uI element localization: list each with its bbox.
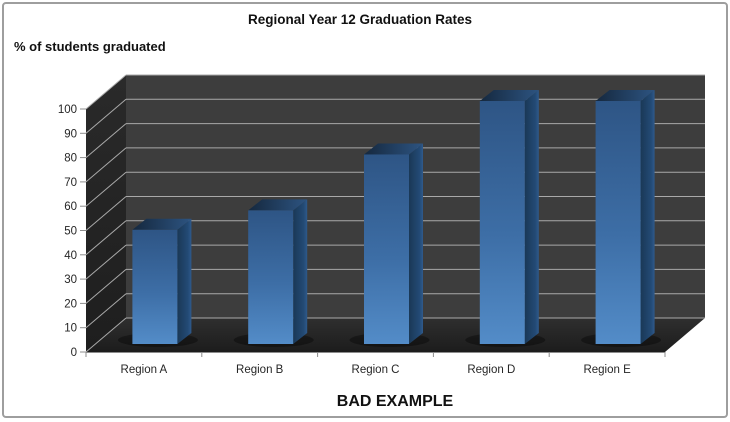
y-axis-tick-label: 30 xyxy=(64,274,77,286)
bar-region-e-side-face xyxy=(640,90,655,344)
bar-region-b-side-face xyxy=(293,199,308,344)
x-axis-category-label: Region B xyxy=(236,364,284,376)
side-gridline xyxy=(85,269,127,304)
side-gridline xyxy=(85,123,127,158)
plot-area: 0 10 20 30 40 50 60 70 80 90 100 Region A Region B Re… xyxy=(58,74,705,376)
y-axis-tick-label: 50 xyxy=(64,226,77,238)
footer-label: BAD EXAMPLE xyxy=(337,393,454,410)
bar-region-c-side-face xyxy=(409,143,423,344)
side-gridline xyxy=(85,196,127,231)
bar-region-d-side-face xyxy=(524,90,539,344)
bar-region-d-front-face xyxy=(479,101,525,344)
y-axis-tick-label: 40 xyxy=(64,250,77,262)
side-gridline xyxy=(85,317,127,353)
bar-region-b-top-face xyxy=(248,199,308,211)
y-axis-title: % of students graduated xyxy=(14,39,166,54)
side-gridline xyxy=(85,220,127,256)
bar-region-d-top-face xyxy=(479,90,539,101)
bar-region-b-front-face xyxy=(248,210,294,344)
side-gridline xyxy=(85,147,127,183)
y-axis-tick-label: 100 xyxy=(58,104,77,116)
side-gridline xyxy=(85,171,127,207)
x-axis-category-label: Region E xyxy=(583,364,631,376)
y-axis-tick-label: 90 xyxy=(64,128,77,140)
y-axis-tick-label: 10 xyxy=(64,323,77,335)
bar-region-c-front-face xyxy=(364,154,409,344)
x-axis-category-label: Region A xyxy=(121,364,168,376)
side-gridline xyxy=(85,293,127,329)
side-gridline xyxy=(85,98,127,134)
y-axis-tick-label: 70 xyxy=(64,177,77,189)
x-axis-category-label: Region C xyxy=(352,364,400,376)
bar-region-c-top-face xyxy=(364,143,423,155)
y-axis-tick-label: 80 xyxy=(64,153,77,165)
bar-region-e-top-face xyxy=(595,90,655,101)
y-axis-tick-label: 60 xyxy=(64,201,77,213)
side-gridline xyxy=(85,244,127,280)
bar-chart-3d: 0 10 20 30 40 50 60 70 80 90 100 Region A Region B Re… xyxy=(14,12,705,410)
bar-region-a-top-face xyxy=(132,218,192,230)
bar-region-a-side-face xyxy=(177,218,192,344)
y-axis-tick-label: 0 xyxy=(71,347,77,359)
chart-title: Regional Year 12 Graduation Rates xyxy=(248,12,472,27)
bar-region-e-front-face xyxy=(595,101,641,344)
bar-region-a-front-face xyxy=(132,229,178,344)
x-axis-category-label: Region D xyxy=(467,364,515,376)
side-gridline xyxy=(85,74,127,110)
y-axis-tick-label: 20 xyxy=(64,298,77,310)
